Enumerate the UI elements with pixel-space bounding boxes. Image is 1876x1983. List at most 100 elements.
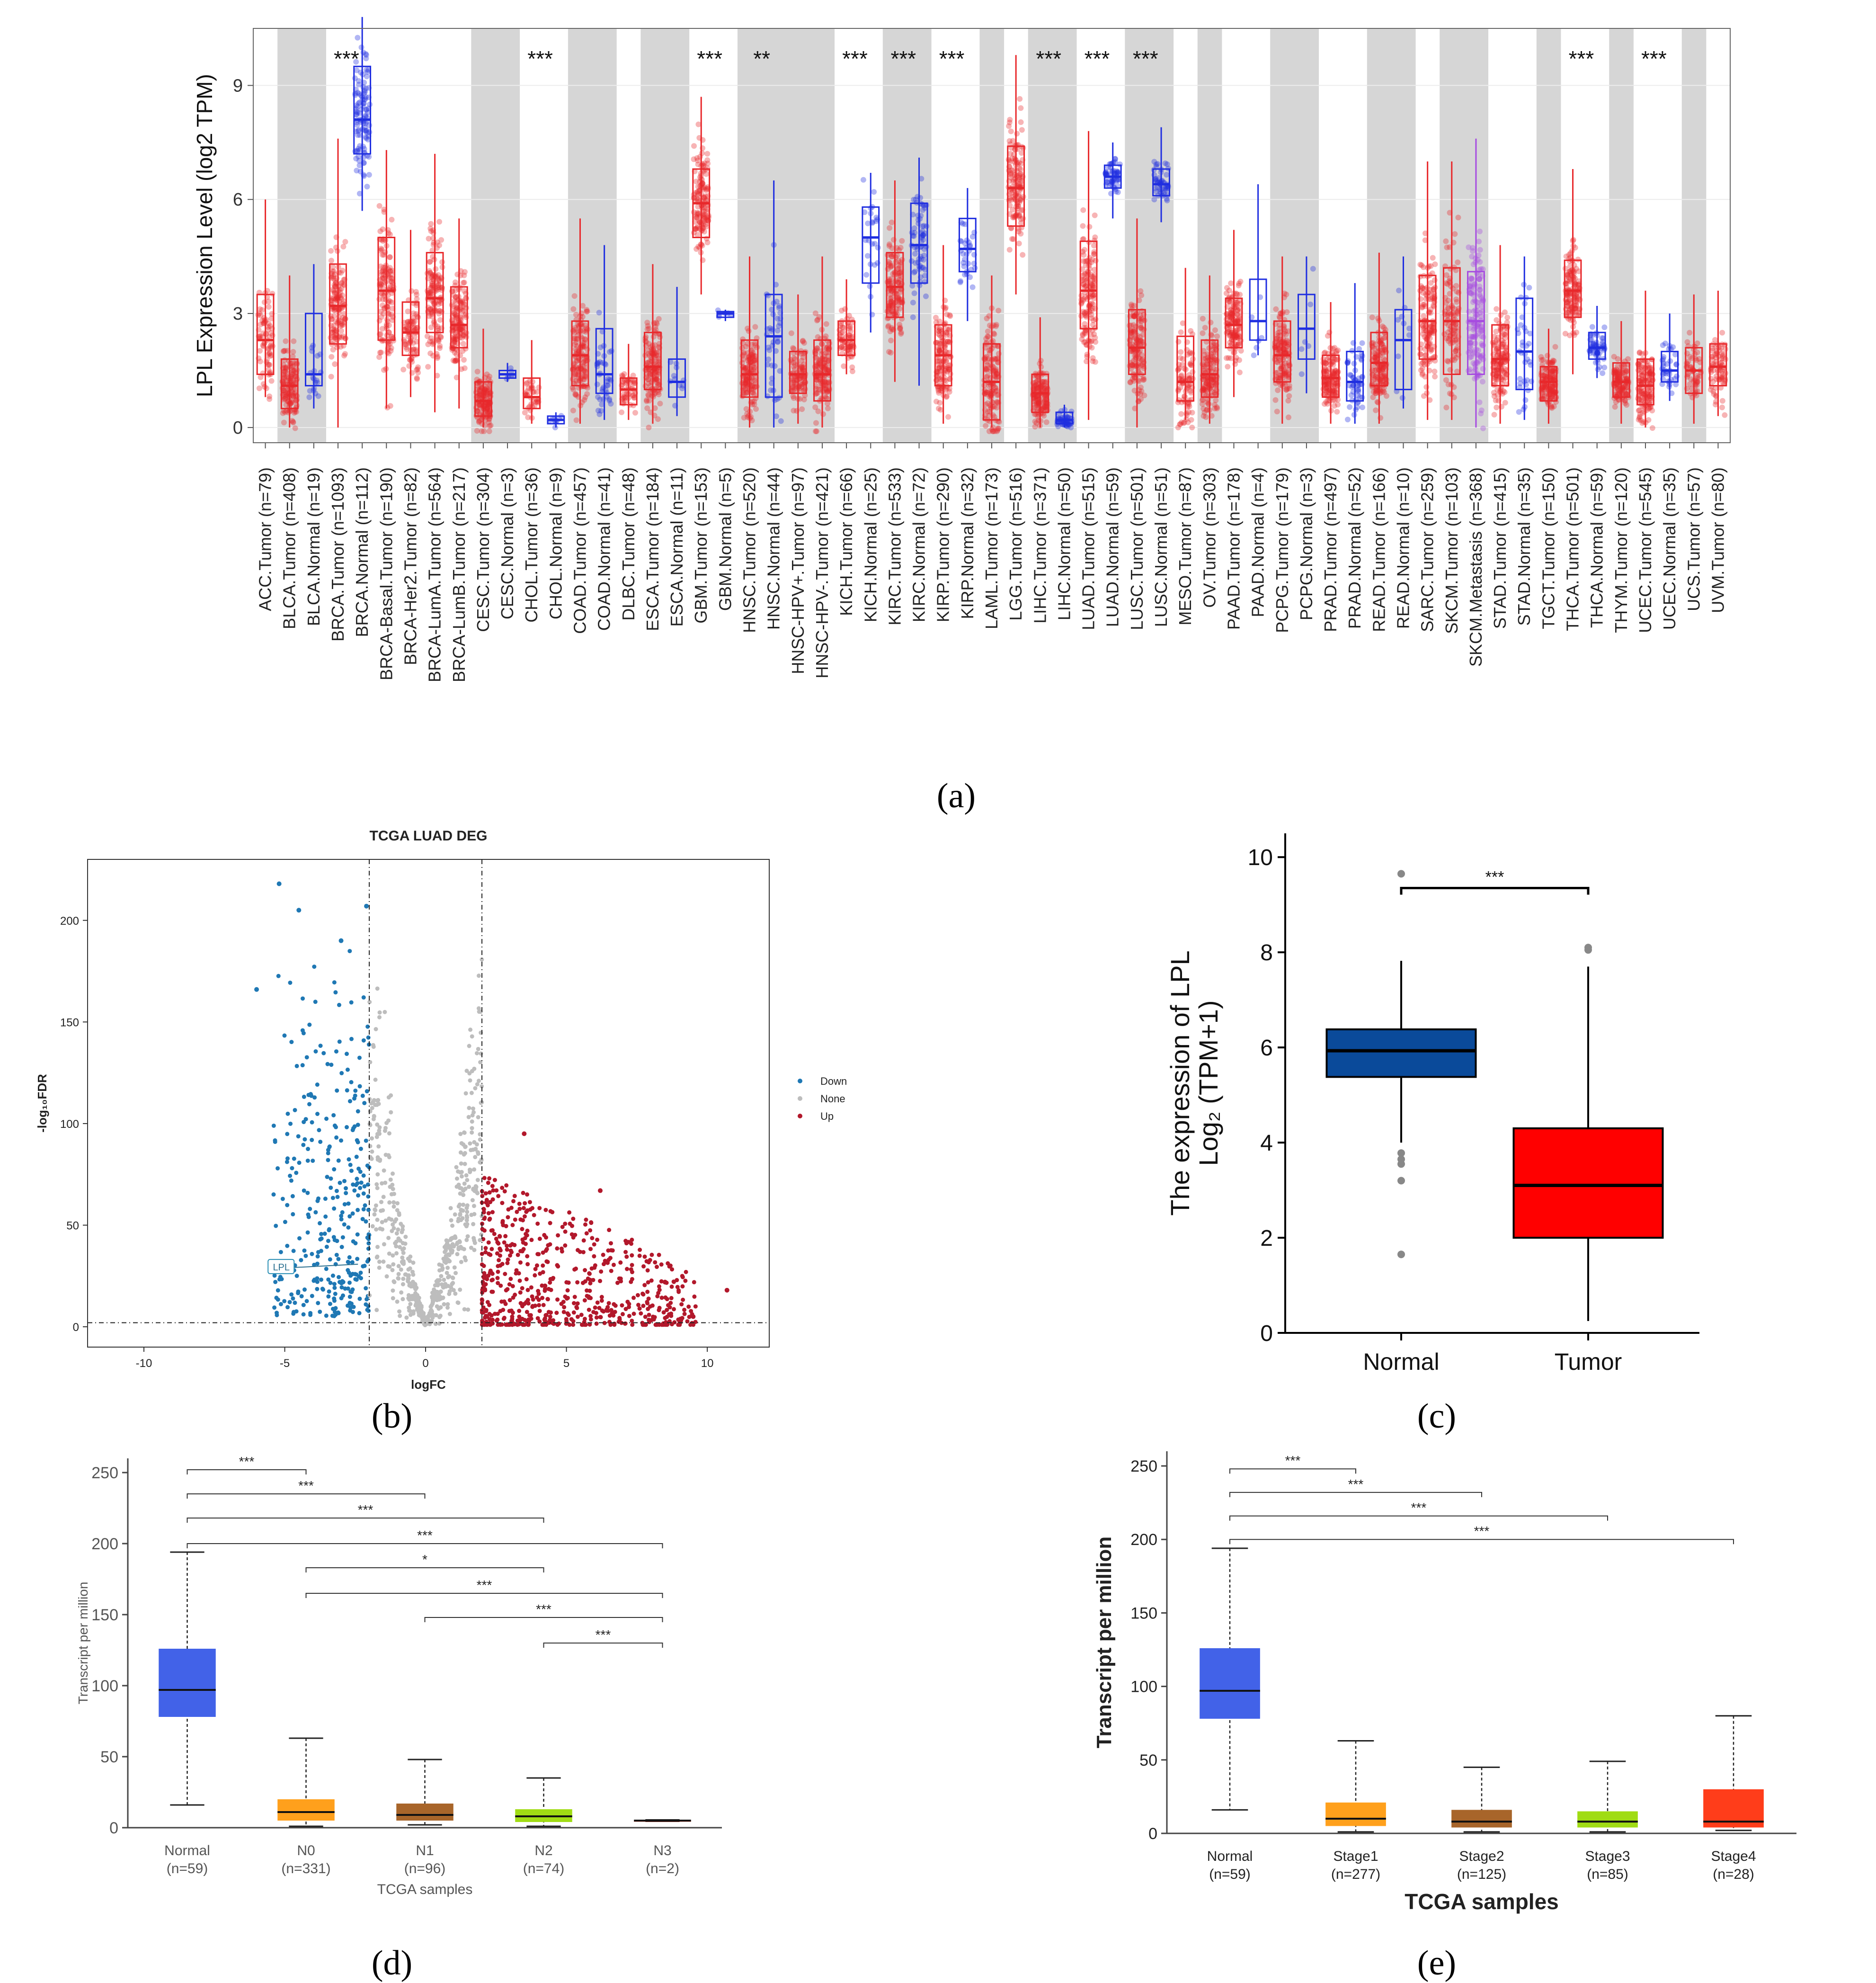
jitter-point bbox=[290, 393, 296, 399]
jitter-point bbox=[427, 259, 433, 265]
jitter-point bbox=[1286, 414, 1292, 420]
jitter-point bbox=[890, 237, 897, 243]
x-tick-label: DLBC.Tumor (n=48) bbox=[619, 467, 638, 621]
jitter-point bbox=[1189, 410, 1195, 416]
jitter-point bbox=[1273, 306, 1279, 312]
jitter-point bbox=[1138, 288, 1144, 294]
jitter-point bbox=[315, 393, 321, 399]
jitter-point bbox=[283, 366, 289, 372]
jitter-point bbox=[355, 35, 361, 41]
x-tick-label: SKCM.Tumor (n=103) bbox=[1442, 467, 1461, 634]
jitter-point bbox=[338, 294, 344, 300]
jitter-point bbox=[993, 323, 999, 329]
jitter-point bbox=[331, 290, 338, 296]
jitter-point bbox=[265, 346, 271, 352]
jitter-point bbox=[888, 349, 894, 356]
jitter-point bbox=[986, 356, 992, 362]
jitter-point bbox=[355, 104, 361, 110]
jitter-point bbox=[364, 184, 370, 190]
jitter-point bbox=[257, 348, 263, 354]
jitter-point bbox=[1190, 369, 1196, 375]
jitter-point bbox=[1452, 348, 1458, 354]
jitter-point bbox=[1432, 261, 1438, 268]
jitter-point bbox=[380, 238, 386, 244]
jitter-point bbox=[330, 333, 336, 339]
jitter-point bbox=[961, 263, 967, 269]
jitter-point bbox=[646, 424, 652, 430]
jitter-point bbox=[281, 420, 287, 426]
jitter-point bbox=[827, 340, 833, 347]
jitter-point bbox=[332, 283, 338, 289]
jitter-point bbox=[1359, 374, 1365, 380]
jitter-point bbox=[778, 418, 784, 424]
jitter-point bbox=[1082, 247, 1088, 253]
jitter-point bbox=[1427, 322, 1433, 329]
jitter-point bbox=[283, 402, 289, 408]
jitter-point bbox=[384, 404, 391, 411]
x-tick-label: KIRC.Tumor (n=533) bbox=[885, 467, 904, 625]
box bbox=[329, 263, 347, 345]
box bbox=[353, 65, 372, 155]
jitter-point bbox=[355, 148, 361, 154]
jitter-point bbox=[428, 221, 434, 227]
x-tick-label: MESO.Tumor (n=87) bbox=[1175, 467, 1195, 625]
box bbox=[256, 294, 275, 375]
x-tick-label: PAAD.Tumor (n=178) bbox=[1224, 467, 1243, 630]
jitter-point bbox=[578, 366, 584, 372]
jitter-point bbox=[357, 132, 363, 138]
jitter-point bbox=[888, 295, 894, 301]
jitter-point bbox=[1332, 368, 1338, 375]
jitter-point bbox=[353, 106, 359, 112]
jitter-point bbox=[384, 317, 390, 323]
jitter-point bbox=[695, 193, 701, 199]
jitter-point bbox=[1351, 360, 1357, 366]
jitter-point bbox=[291, 410, 297, 416]
jitter-point bbox=[261, 340, 267, 347]
jitter-point bbox=[361, 146, 367, 152]
jitter-point bbox=[291, 393, 297, 400]
jitter-point bbox=[259, 334, 266, 340]
jitter-point bbox=[461, 357, 467, 363]
jitter-point bbox=[893, 278, 899, 284]
jitter-point bbox=[364, 127, 370, 134]
jitter-point bbox=[354, 148, 360, 154]
x-tick-label: PCPG.Tumor (n=179) bbox=[1272, 467, 1292, 633]
jitter-point bbox=[969, 284, 976, 290]
significance-label: *** bbox=[1085, 46, 1110, 71]
jitter-point bbox=[362, 124, 368, 130]
jitter-point bbox=[993, 371, 999, 377]
jitter-point bbox=[291, 393, 297, 399]
jitter-point bbox=[1127, 379, 1133, 385]
jitter-point bbox=[281, 348, 287, 354]
jitter-point bbox=[453, 336, 459, 342]
jitter-point bbox=[1138, 325, 1144, 331]
jitter-point bbox=[825, 405, 831, 411]
jitter-point bbox=[657, 401, 663, 407]
jitter-point bbox=[1228, 280, 1234, 286]
jitter-point bbox=[340, 322, 346, 328]
jitter-point bbox=[1280, 336, 1287, 342]
jitter-point bbox=[996, 308, 1002, 314]
jitter-point bbox=[1375, 349, 1381, 355]
jitter-point bbox=[1102, 170, 1109, 176]
jitter-point bbox=[1423, 384, 1430, 390]
jitter-point bbox=[1238, 348, 1244, 354]
jitter-point bbox=[1038, 364, 1044, 370]
jitter-point bbox=[774, 328, 781, 334]
jitter-point bbox=[266, 366, 272, 373]
jitter-point bbox=[280, 368, 286, 375]
jitter-point bbox=[1395, 353, 1401, 359]
jitter-point bbox=[1237, 278, 1244, 285]
x-tick-label: ESCA.Tumor (n=184) bbox=[643, 467, 662, 631]
jitter-point bbox=[1005, 156, 1012, 162]
jitter-point bbox=[693, 179, 699, 185]
jitter-point bbox=[645, 376, 651, 383]
jitter-point bbox=[608, 348, 614, 354]
jitter-point bbox=[366, 101, 373, 107]
x-tick-label: READ.Tumor (n=166) bbox=[1369, 467, 1388, 632]
jitter-point bbox=[355, 109, 361, 116]
significance-label: *** bbox=[939, 46, 965, 71]
jitter-point bbox=[355, 128, 361, 134]
jitter-point bbox=[920, 237, 926, 243]
jitter-point bbox=[436, 219, 443, 225]
